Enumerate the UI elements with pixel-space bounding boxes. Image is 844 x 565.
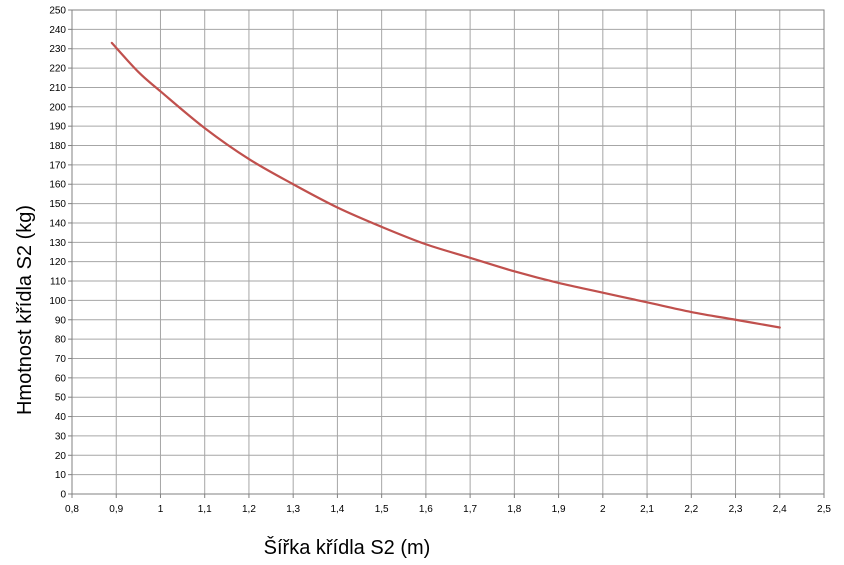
grid xyxy=(68,9,825,498)
y-tick-label: 230 xyxy=(49,44,66,55)
x-tick-label: 2 xyxy=(600,504,606,515)
y-tick-label: 110 xyxy=(50,277,66,288)
x-tick-label: 0,8 xyxy=(65,504,79,515)
series-layer xyxy=(110,41,781,329)
y-tick-label: 250 xyxy=(49,6,66,17)
series-line xyxy=(110,41,781,329)
plot-frame xyxy=(71,9,825,495)
x-tick-label: 1,1 xyxy=(198,504,212,515)
y-tick-label: 150 xyxy=(49,199,66,210)
y-tick-label: 190 xyxy=(49,122,66,133)
y-tick-label: 160 xyxy=(49,180,66,191)
y-tick-label: 140 xyxy=(49,218,66,229)
x-tick-label: 2,4 xyxy=(773,504,787,515)
x-tick-label: 2,2 xyxy=(684,504,698,515)
x-tick-labels: 0,8 0,9 1 1,1 1,2 1,3 1,4 1,5 1,6 1,7 1,8 1,9 2 2,1 2,… xyxy=(65,504,831,515)
y-tick-label: 70 xyxy=(55,354,67,365)
y-tick-label: 30 xyxy=(55,431,67,442)
x-axis-title: Šířka křídla S2 (m) xyxy=(264,536,431,559)
y-tick-label: 60 xyxy=(55,373,67,384)
x-tick-label: 0,9 xyxy=(109,504,123,515)
y-tick-label: 90 xyxy=(55,315,67,326)
y-tick-label: 200 xyxy=(49,102,66,113)
y-tick-label: 20 xyxy=(55,451,67,462)
x-tick-label: 1,8 xyxy=(507,504,521,515)
y-tick-label: 210 xyxy=(49,83,66,94)
y-tick-label: 180 xyxy=(49,141,66,152)
x-tick-label: 1,3 xyxy=(286,504,300,515)
y-tick-label: 240 xyxy=(49,25,66,36)
y-tick-label: 40 xyxy=(55,412,67,423)
x-tick-label: 1,5 xyxy=(375,504,389,515)
y-tick-label: 130 xyxy=(49,238,66,249)
x-tick-label: 2,1 xyxy=(640,504,654,515)
x-tick-label: 1,6 xyxy=(419,504,433,515)
x-tick-label: 2,3 xyxy=(729,504,743,515)
x-tick-label: 1,7 xyxy=(463,504,477,515)
y-tick-label: 120 xyxy=(49,257,66,268)
y-tick-label: 10 xyxy=(55,470,67,481)
y-tick-label: 170 xyxy=(49,160,66,171)
y-tick-labels: 0 10 20 30 40 50 60 70 80 90 100 110 120 130 140 150 160… xyxy=(49,6,66,501)
y-tick-label: 220 xyxy=(49,64,66,75)
x-tick-label: 1,9 xyxy=(552,504,566,515)
y-axis-title: Hmotnost křídla S2 (kg) xyxy=(14,205,36,415)
y-tick-label: 0 xyxy=(60,490,66,501)
plot-area-border xyxy=(71,9,825,495)
x-tick-label: 1,4 xyxy=(330,504,344,515)
y-tick-label: 80 xyxy=(55,335,67,346)
y-tick-label: 100 xyxy=(49,296,66,307)
y-tick-label: 50 xyxy=(55,393,67,404)
x-tick-label: 1,2 xyxy=(242,504,256,515)
x-tick-label: 1 xyxy=(158,504,164,515)
x-tick-label: 2,5 xyxy=(817,504,831,515)
